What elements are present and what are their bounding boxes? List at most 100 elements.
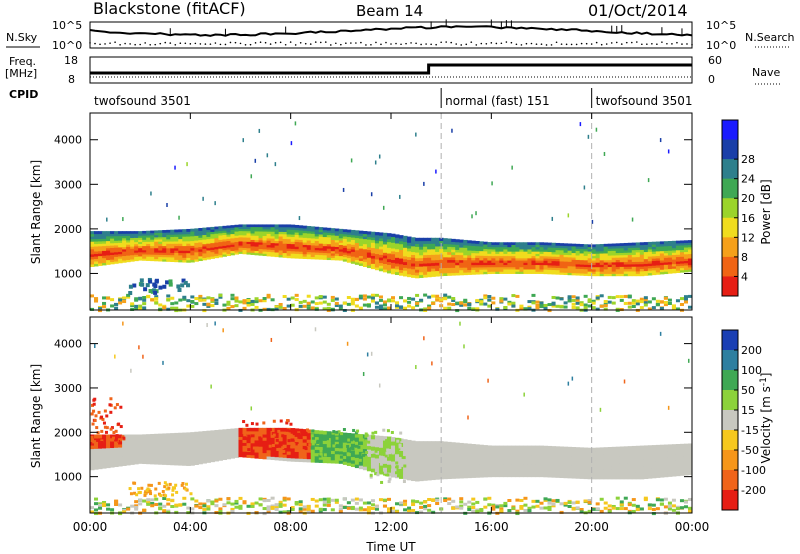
velocity-cell: [108, 403, 112, 407]
power-cell: [266, 293, 271, 297]
velocity-cell: [515, 451, 520, 456]
velocity-cell: [142, 457, 147, 462]
power-cell: [290, 234, 296, 238]
velocity-cell: [113, 406, 117, 410]
power-cell: [627, 261, 633, 265]
velocity-cell: [290, 451, 296, 456]
velocity-cell: [134, 504, 139, 508]
velocity-cell: [667, 453, 673, 458]
search-noise-point: [229, 41, 232, 44]
search-noise-point: [520, 44, 523, 46]
velocity-cell: [100, 439, 104, 443]
power-cell: [238, 224, 244, 227]
velocity-cell: [118, 503, 123, 507]
velocity-cell: [603, 506, 608, 510]
power-cell: [439, 240, 444, 244]
power-cell: [619, 252, 625, 256]
power-cell: [547, 262, 553, 266]
power-cell: [182, 236, 187, 240]
power-cell: [126, 252, 131, 256]
power-cell: [595, 262, 601, 265]
power-cell: [128, 284, 133, 289]
power-cell: [555, 271, 561, 275]
velocity-cell: [339, 455, 343, 459]
velocity-cell: [230, 509, 235, 513]
power-cell: [531, 268, 536, 272]
velocity-cell: [583, 469, 589, 473]
velocity-cell: [282, 434, 288, 439]
velocity-cell: [247, 434, 251, 438]
power-cell: [386, 253, 392, 257]
velocity-cell: [391, 437, 396, 442]
power-cell: [218, 226, 223, 229]
power-cell: [118, 249, 123, 252]
velocity-cell: [519, 454, 524, 459]
velocity-cell: [190, 438, 195, 443]
cpid-segment-label: twofsound 3501: [596, 94, 693, 108]
power-cell: [543, 266, 549, 270]
power-cell: [423, 265, 428, 270]
power-cell: [603, 252, 609, 256]
power-cell: [138, 243, 143, 247]
power-cell: [386, 306, 391, 310]
power-cell: [298, 232, 304, 236]
power-cell: [354, 249, 360, 253]
search-noise-point: [681, 43, 683, 45]
power-cell: [591, 251, 597, 254]
power-cell: [114, 256, 119, 260]
power-cell: [607, 273, 613, 277]
velocity-cell: [266, 430, 272, 435]
velocity-cell: [281, 446, 285, 450]
velocity-cell: [463, 474, 468, 479]
velocity-cell: [491, 507, 496, 511]
power-cell: [479, 246, 484, 249]
velocity-cell: [178, 455, 183, 460]
velocity-cell: [667, 457, 673, 461]
velocity-cell: [599, 497, 604, 501]
velocity-cell: [535, 464, 540, 468]
power-cell: [627, 254, 633, 258]
velocity-cell: [643, 498, 648, 502]
velocity-cell: [471, 470, 476, 475]
power-cell: [322, 247, 328, 251]
velocity-cell: [603, 463, 609, 467]
velocity-cell: [515, 467, 520, 471]
velocity-cell: [423, 460, 428, 466]
velocity-cell: [447, 471, 452, 476]
power-cell: [106, 252, 111, 256]
velocity-cell: [443, 448, 448, 454]
velocity-cell: [354, 431, 358, 435]
velocity-cell: [419, 501, 424, 505]
power-cell: [262, 233, 268, 237]
power-cell: [126, 293, 131, 297]
power-cell: [463, 252, 468, 256]
search-noise-point: [405, 42, 407, 45]
power-cell: [563, 267, 569, 271]
power-cell: [338, 251, 344, 254]
power-cell: [178, 229, 183, 233]
power-cell: [138, 237, 143, 240]
velocity-cell: [382, 447, 388, 453]
velocity-cell: [679, 469, 685, 473]
power-cell: [531, 255, 536, 259]
velocity-cell: [294, 451, 300, 456]
power-cell: [250, 250, 256, 253]
power-cell: [140, 282, 145, 287]
power-cell: [106, 261, 111, 265]
power-cell: [523, 307, 528, 311]
velocity-cell: [266, 498, 271, 502]
power-cell: [411, 306, 416, 310]
search-noise-point: [610, 42, 613, 44]
power-cell: [391, 250, 396, 255]
velocity-cell: [511, 448, 516, 453]
power-cell: [415, 293, 420, 297]
power-cell: [162, 284, 167, 289]
power-cell: [539, 304, 544, 308]
power-cell: [374, 258, 380, 263]
velocity-cell: [138, 443, 143, 447]
power-cell: [370, 231, 376, 235]
velocity-cell: [423, 448, 428, 454]
power-cell: [639, 266, 645, 270]
power-cell: [615, 295, 620, 299]
velocity-cell: [198, 444, 203, 449]
